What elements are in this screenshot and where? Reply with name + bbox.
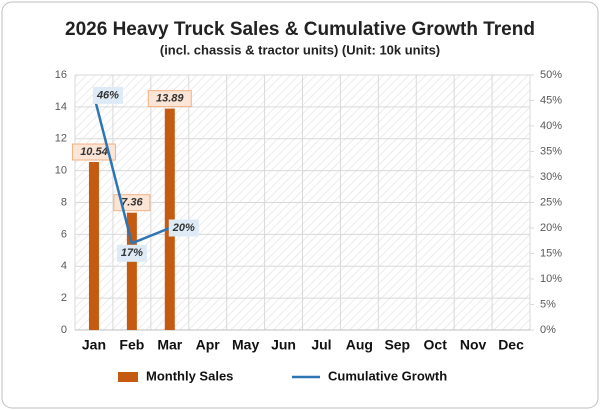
label-box [147,90,192,108]
y-tick-label: 16 [55,69,67,81]
x-tick-label: Nov [460,337,487,353]
x-tick-label: Feb [119,337,144,353]
x-tick-label: Jan [82,337,106,353]
label-box [92,86,123,104]
legend-swatch [118,372,138,382]
y2-tick-label: 50% [540,69,562,81]
x-tick-label: Dec [498,337,524,353]
y-tick-label: 4 [61,260,67,272]
y2-tick-label: 20% [540,222,562,234]
x-tick-label: Jun [271,337,296,353]
label-box [116,244,147,262]
line [92,95,171,245]
bar [88,162,99,330]
y2-tick-label: 10% [540,273,562,285]
x-tick-label: Jul [311,337,331,353]
chart-subtitle: (incl. chassis & tractor units) (Unit: 1… [160,42,440,57]
y-tick-label: 6 [61,228,67,240]
y2-tick-label: 35% [540,145,562,157]
legend-label: Monthly Sales [146,368,233,383]
data-label: 20% [172,222,195,234]
label-box [168,219,199,237]
x-tick-label: Apr [196,337,221,353]
y2-tick-label: 5% [540,298,556,310]
y-tick-label: 12 [55,133,67,145]
x-tick-label: Aug [346,337,373,353]
y2-tick-label: 40% [540,120,562,132]
legend-label: Cumulative Growth [328,368,447,383]
y2-tick-label: 0% [540,324,556,336]
x-tick-label: May [232,337,259,353]
y-tick-label: 8 [61,196,67,208]
data-label: 10.54 [80,146,108,158]
data-label: 46% [96,89,119,101]
data-label: 13.89 [156,93,184,105]
label-box [71,143,116,161]
y-tick-label: 2 [61,292,67,304]
y2-tick-label: 15% [540,247,562,259]
bar [126,212,137,330]
chart-title: 2026 Heavy Truck Sales & Cumulative Grow… [65,19,535,40]
y2-tick-label: 45% [540,94,562,106]
x-tick-label: Oct [424,337,448,353]
bar [164,108,175,330]
x-tick-label: Mar [157,337,182,353]
data-label: 7.36 [121,197,143,209]
y-tick-label: 0 [61,324,67,336]
y-tick-label: 14 [55,101,67,113]
y-tick-label: 10 [55,165,67,177]
x-tick-label: Sep [384,337,410,353]
data-label: 17% [121,247,143,259]
y2-tick-label: 25% [540,196,562,208]
y2-tick-label: 30% [540,171,562,183]
